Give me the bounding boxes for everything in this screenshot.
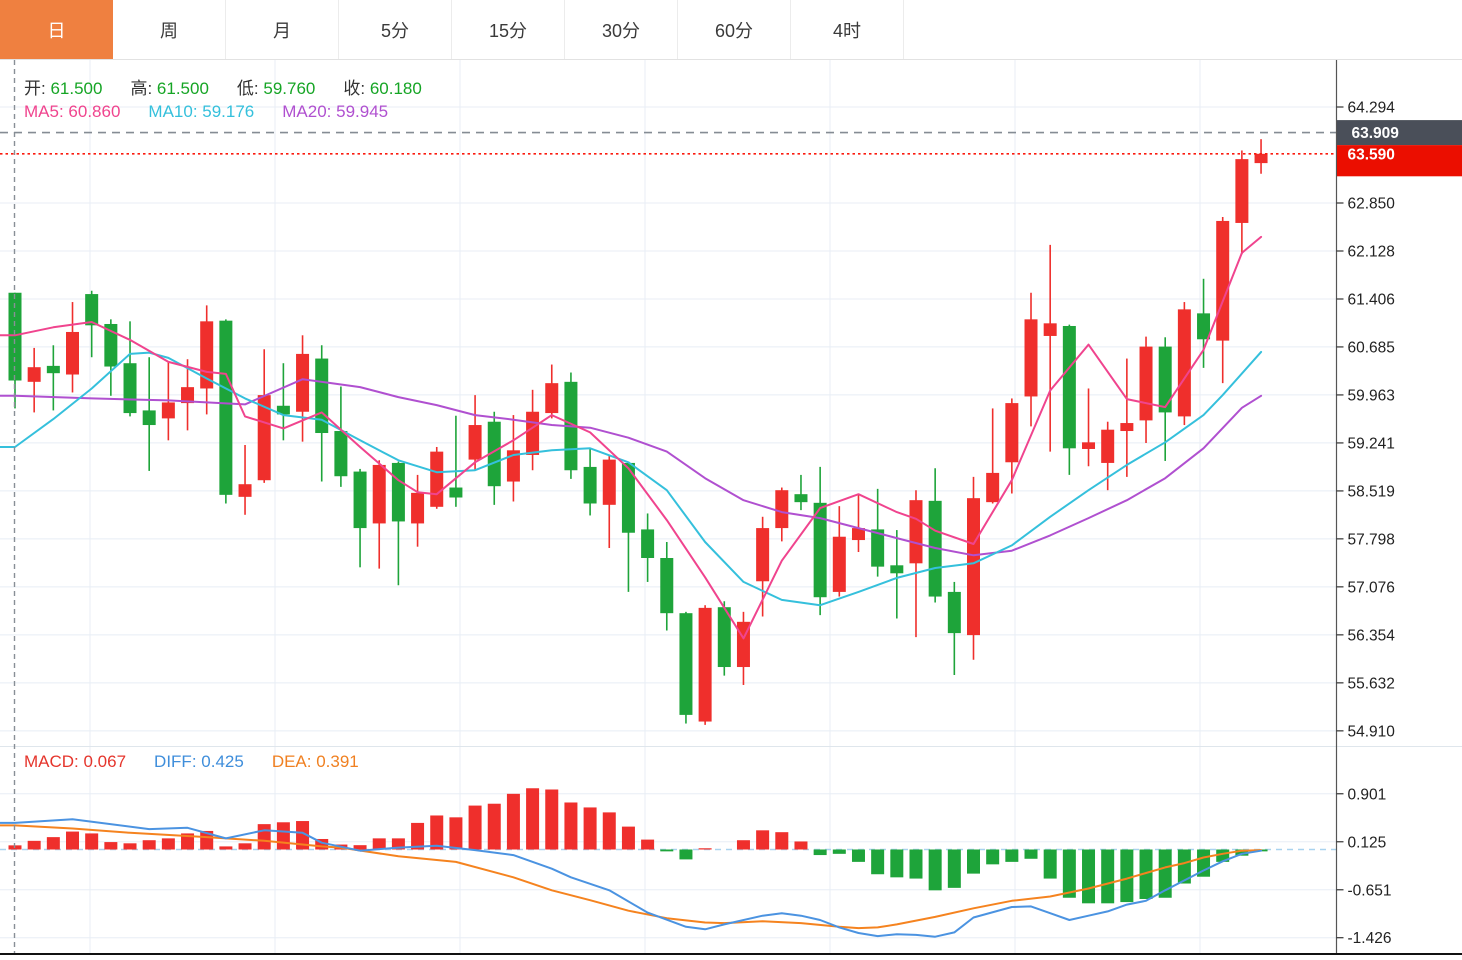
tab-5min[interactable]: 5分 (339, 0, 452, 59)
price-tick-label: 62.128 (1348, 243, 1395, 260)
macd-tick-label: 0.125 (1348, 834, 1387, 851)
legend-ma-ma10: MA10: 59.176 (148, 102, 255, 121)
legend-macd-diff: DIFF: 0.425 (154, 752, 244, 771)
price-tick-label: 61.406 (1348, 291, 1395, 308)
legend-ohlc-close: 收: 60.180 (343, 79, 422, 98)
legend-ma-ma20: MA20: 59.945 (282, 102, 389, 121)
legend-ohlc-low: 低: 59.760 (236, 79, 316, 98)
price-tick-label: 57.076 (1348, 579, 1395, 596)
legend-macd-dea: DEA: 0.391 (271, 752, 359, 771)
crosshair (0, 60, 1336, 954)
last-price-badge (1337, 145, 1462, 177)
macd-lines (0, 818, 1263, 938)
last-price-badge-value: 63.590 (1348, 146, 1395, 163)
macd-histogram (8, 788, 1268, 904)
macd-tick-label: -0.651 (1348, 882, 1392, 899)
macd-legend: MACD: 0.067 DIFF: 0.425 DEA: 0.391 (24, 752, 387, 772)
candlestick-series (8, 139, 1268, 725)
legend-ohlc-open: 开: 61.500 (24, 79, 103, 98)
price-tick-label: 62.850 (1348, 195, 1396, 212)
ma-line-ma20 (0, 378, 1263, 557)
crosshair-price-badge-value: 63.909 (1352, 125, 1400, 142)
price-axis: 64.294 62.850 62.128 61.406 60.685 59.963 59.2… (0, 60, 1462, 955)
ma-line-ma10 (0, 350, 1263, 607)
legend-ma-ma5: MA5: 60.860 (24, 102, 121, 121)
ma-line-ma5 (0, 235, 1263, 640)
ma-legend: MA5: 60.860 MA10: 59.176 MA20: 59.945 (24, 102, 416, 122)
ma-lines (0, 235, 1263, 640)
price-tick-label: 59.963 (1348, 387, 1395, 404)
tab-15min[interactable]: 15分 (452, 0, 565, 59)
tab-day[interactable]: 日 (0, 0, 113, 59)
price-tick-label: 56.354 (1348, 627, 1396, 644)
price-tick-label: 55.632 (1348, 675, 1395, 692)
macd-tick-label: -1.426 (1348, 930, 1392, 947)
crosshair-price-badge (1337, 120, 1462, 146)
price-tick-label: 60.685 (1348, 339, 1395, 356)
legend-ohlc-high: 高: 61.500 (130, 79, 209, 98)
diff-line (0, 818, 1263, 938)
price-tick-label: 64.294 (1348, 100, 1396, 117)
price-tick-label: 58.519 (1348, 483, 1395, 500)
dea-line (0, 824, 1263, 930)
price-tick-label: 57.798 (1348, 531, 1395, 548)
tab-month[interactable]: 月 (226, 0, 339, 59)
tab-week[interactable]: 周 (113, 0, 226, 59)
price-tick-label: 59.241 (1348, 435, 1395, 452)
axis-badges: 63.909 63.590 (1337, 120, 1462, 177)
tab-60min[interactable]: 60分 (678, 0, 791, 59)
timeframe-toolbar: 日周月 5分 15分 30分 60分 4时 (0, 0, 1462, 60)
tab-30min[interactable]: 30分 (565, 0, 678, 59)
legend-macd-macd: MACD: 0.067 (24, 752, 127, 771)
price-tick-label: 54.910 (1348, 723, 1396, 740)
tab-4hour[interactable]: 4时 (791, 0, 904, 59)
ohlc-legend: 开: 61.500 高: 61.500 低: 59.760 收: 60.180 (24, 74, 450, 99)
macd-tick-label: 0.901 (1348, 786, 1387, 803)
